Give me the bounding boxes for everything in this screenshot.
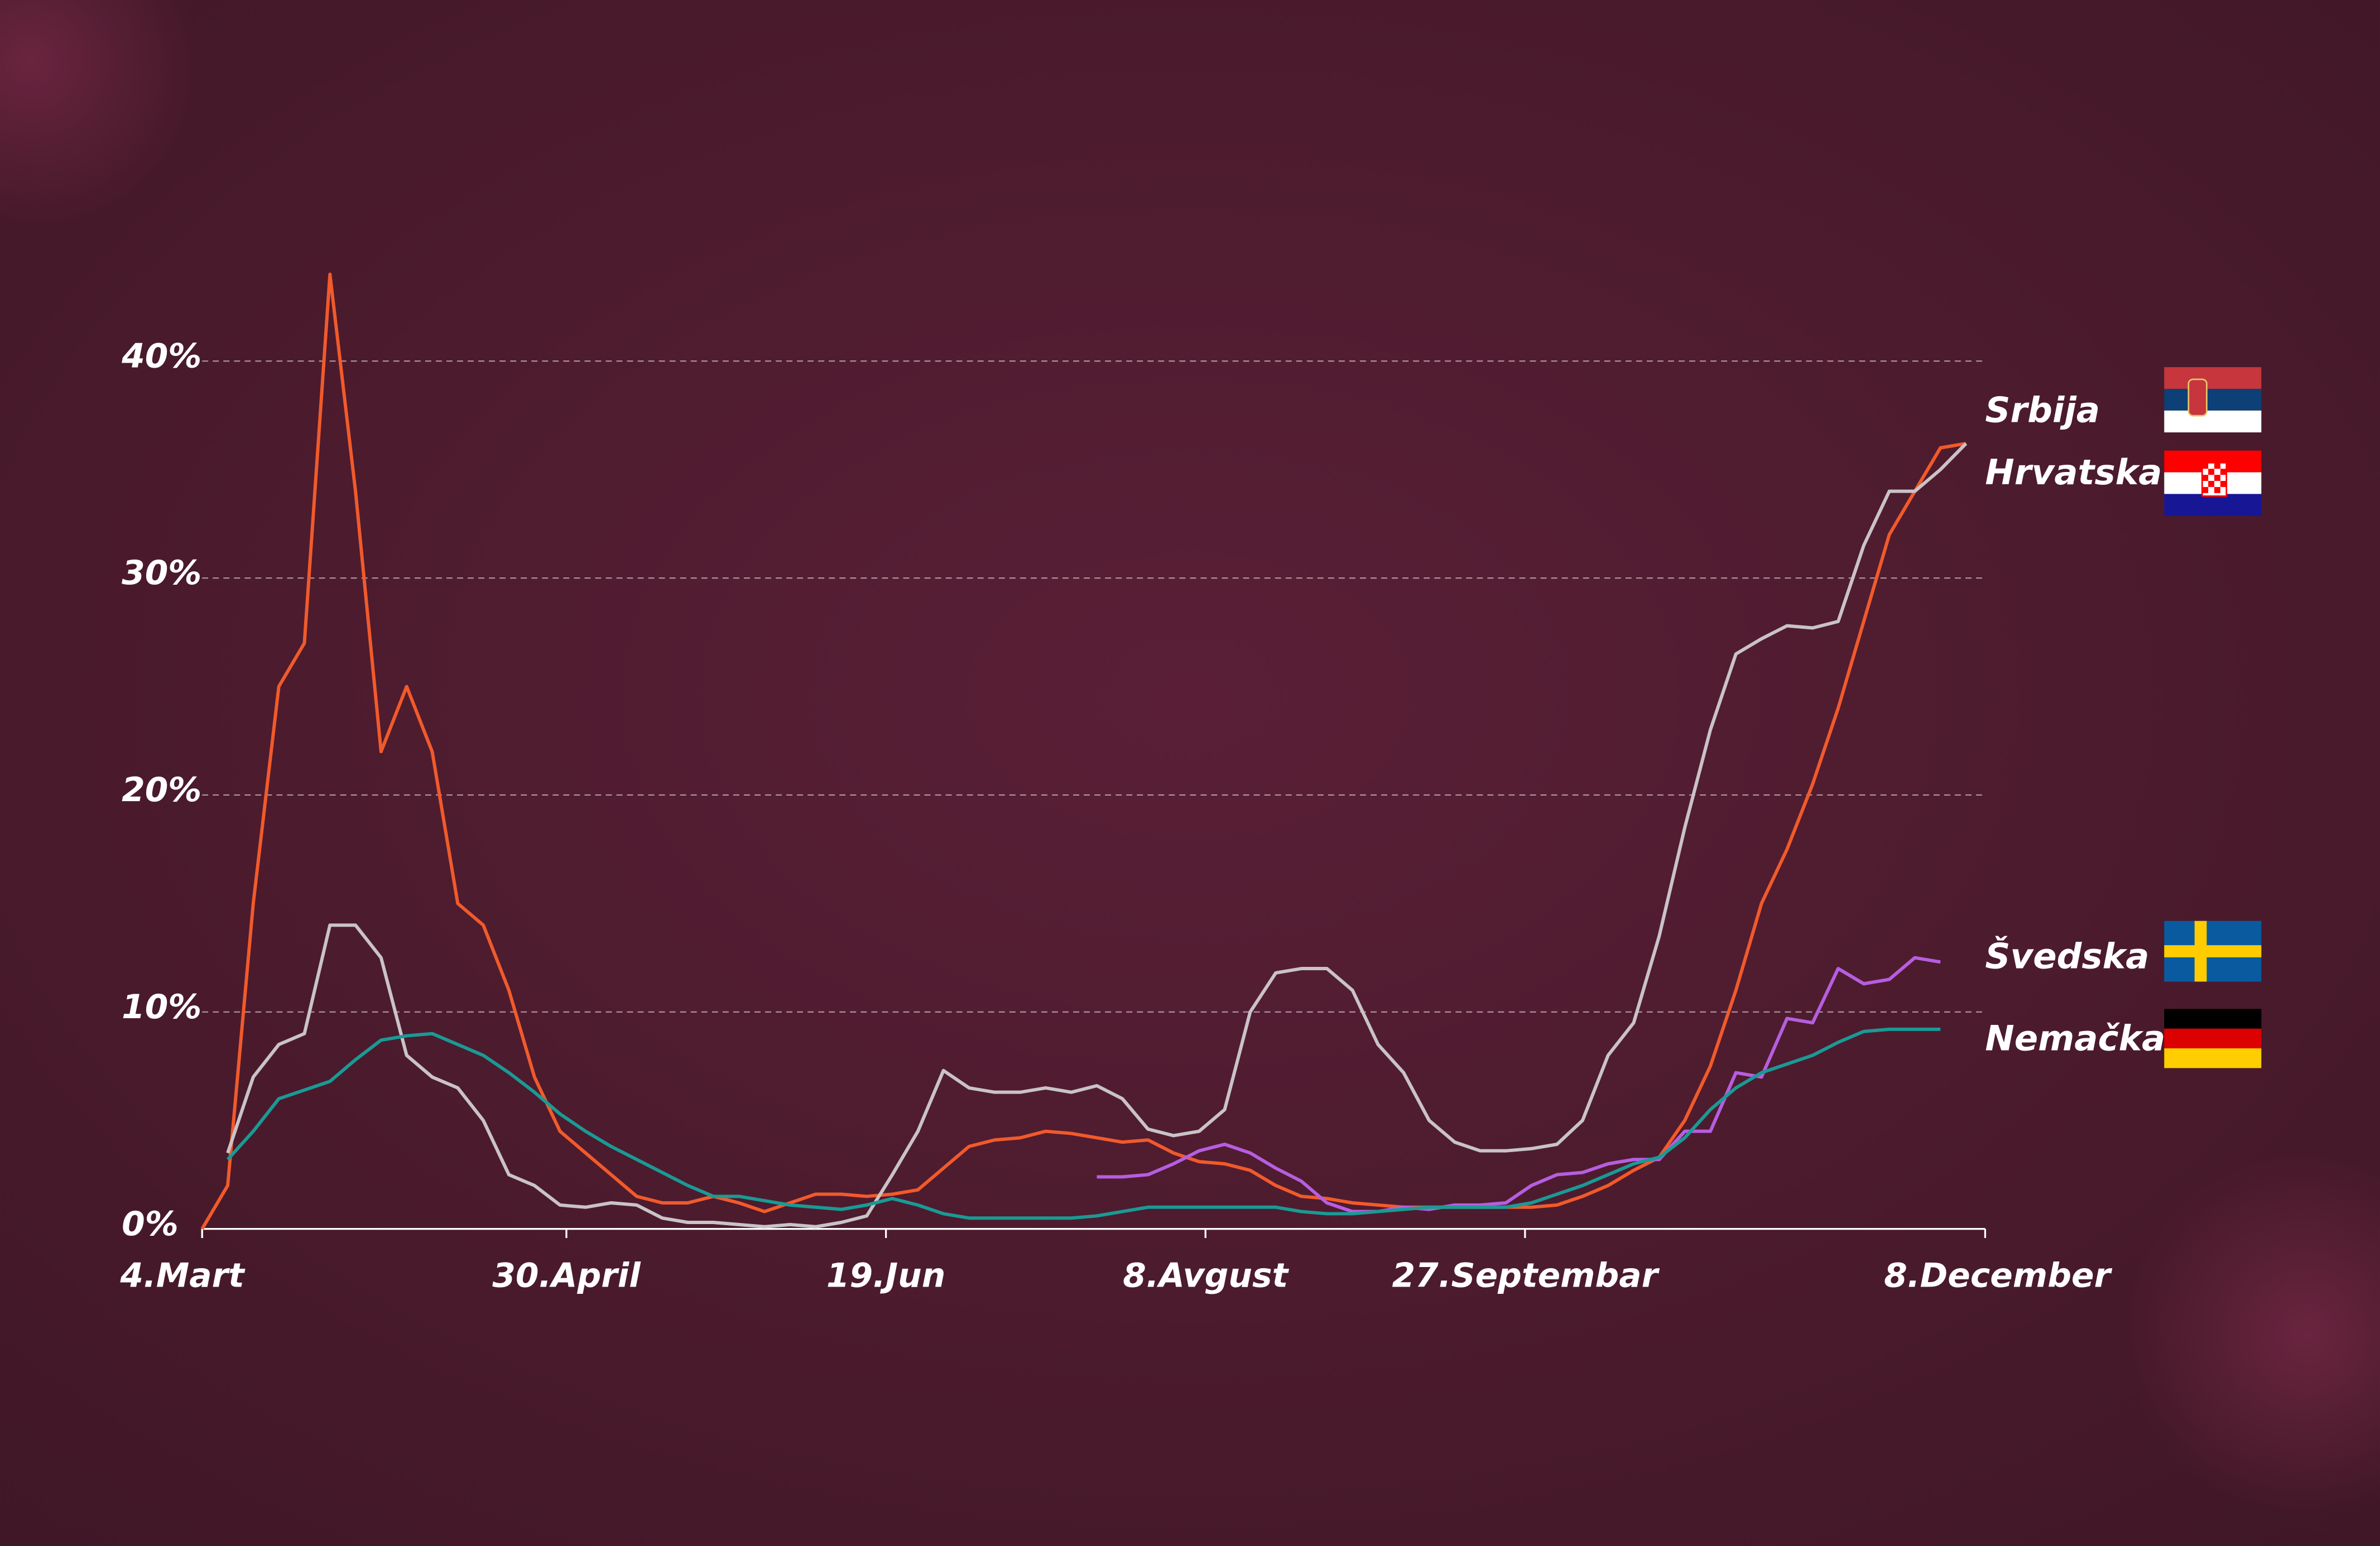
flag-croatia (2164, 450, 2262, 516)
x-tick-label: 4.Mart (119, 1256, 246, 1295)
series-line (1097, 956, 1941, 1213)
x-tick-label: 8.December (1884, 1256, 2112, 1295)
flag-stripe (2164, 494, 2262, 516)
flag-serbia (2164, 367, 2262, 433)
y-tick-label: 40% (121, 336, 201, 375)
flag-stripe (2164, 367, 2262, 389)
x-tick-label: 8.Avgust (1123, 1256, 1289, 1295)
x-tick-label: 30.April (492, 1256, 641, 1295)
flag-stripe (2164, 1009, 2262, 1029)
y-tick-label: 30% (122, 553, 201, 593)
legend-label: Nemačka (1985, 1018, 2165, 1059)
series-line (226, 1027, 1941, 1220)
y-tick-label: 0% (122, 1205, 179, 1244)
x-tick-label: 19.Jun (826, 1256, 945, 1295)
x-tick-label: 27.Septembar (1392, 1256, 1660, 1295)
flag-cross (2164, 945, 2262, 957)
series-line (200, 272, 1966, 1230)
flag-stripe (2164, 410, 2262, 433)
background-glow (2124, 1153, 2380, 1518)
flag-checker (2202, 463, 2227, 493)
y-tick-label: 20% (122, 770, 201, 810)
flag-sweden (2164, 921, 2262, 982)
series-line (226, 442, 1968, 1229)
y-tick-label: 10% (122, 988, 201, 1027)
background-glow (0, 0, 198, 228)
flag-emblem (2187, 378, 2208, 417)
legend-label: Srbija (1985, 390, 2100, 431)
legend-label: Hrvatska (1985, 452, 2162, 493)
flag-stripe (2164, 388, 2262, 411)
flag-stripe (2164, 1048, 2262, 1068)
flag-stripe (2164, 1028, 2262, 1049)
legend-label: Švedska (1985, 936, 2149, 977)
flags (2164, 367, 2262, 1068)
flag-germany (2164, 1009, 2262, 1068)
